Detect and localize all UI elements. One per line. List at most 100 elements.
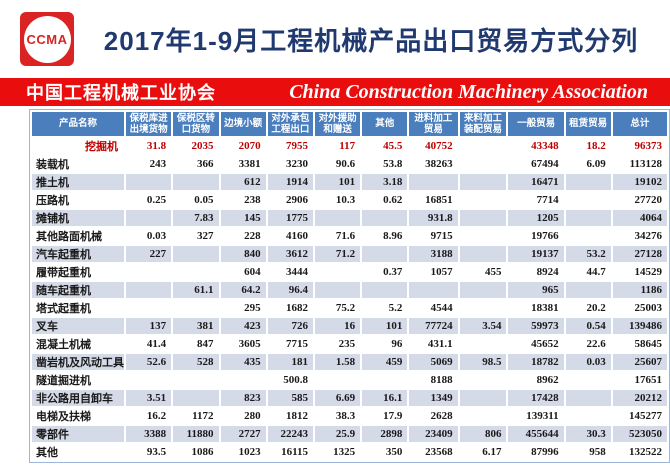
value-cell: 3230 (267, 156, 314, 172)
value-cell: 2906 (267, 192, 314, 208)
value-cell: 726 (267, 318, 314, 334)
value-cell: 40752 (409, 138, 458, 154)
value-cell: 0.62 (362, 192, 408, 208)
product-name-cell: 其他 (32, 444, 124, 460)
value-cell (459, 372, 507, 388)
value-cell: 8962 (508, 372, 564, 388)
value-cell (459, 228, 507, 244)
value-cell: 64.2 (220, 282, 266, 298)
value-cell: 16851 (409, 192, 458, 208)
value-cell: 0.05 (173, 192, 219, 208)
value-cell (362, 372, 408, 388)
value-cell: 0.03 (565, 354, 611, 370)
value-cell: 5.2 (362, 300, 408, 316)
product-name-cell: 叉车 (32, 318, 124, 334)
value-cell (565, 282, 611, 298)
value-cell: 228 (220, 228, 266, 244)
value-cell (315, 210, 361, 226)
value-cell (565, 372, 611, 388)
value-cell: 1325 (315, 444, 361, 460)
table-row: 电梯及扶梯 16.2 1172 280 1812 38.3 17.9 2628 139311 14… (32, 408, 667, 424)
value-cell: 34276 (612, 228, 667, 244)
value-cell (126, 300, 172, 316)
value-cell: 958 (565, 444, 611, 460)
value-cell: 31.8 (126, 138, 172, 154)
ccma-logo-text: CCMA (26, 31, 68, 47)
product-name-cell: 凿岩机及风动工具 (32, 354, 124, 370)
value-cell: 823 (220, 390, 266, 406)
value-cell (173, 264, 219, 280)
value-cell: 235 (315, 336, 361, 352)
value-cell: 22243 (267, 426, 314, 442)
value-cell: 0.54 (565, 318, 611, 334)
value-cell: 455644 (508, 426, 564, 442)
value-cell: 3605 (220, 336, 266, 352)
value-cell: 20.2 (565, 300, 611, 316)
value-cell: 4160 (267, 228, 314, 244)
value-cell: 23568 (409, 444, 458, 460)
value-cell: 3612 (267, 246, 314, 262)
value-cell: 71.6 (315, 228, 361, 244)
value-cell (459, 246, 507, 262)
value-cell: 455 (459, 264, 507, 280)
column-header: 总计 (612, 112, 667, 136)
value-cell: 931.8 (409, 210, 458, 226)
value-cell: 7715 (267, 336, 314, 352)
table-row: 汽车起重机 227 840 3612 71.2 3188 19137 53.2 27128 (32, 246, 667, 262)
value-cell: 19137 (508, 246, 564, 262)
value-cell: 3188 (409, 246, 458, 262)
table-row: 混凝土机械 41.4 847 3605 7715 235 96 431.1 45652 22.6 5… (32, 336, 667, 352)
value-cell: 25003 (612, 300, 667, 316)
value-cell (315, 264, 361, 280)
value-cell (459, 282, 507, 298)
value-cell (565, 174, 611, 190)
value-cell (565, 408, 611, 424)
column-header: 保税区转口货物 (173, 112, 219, 136)
value-cell: 61.1 (173, 282, 219, 298)
value-cell: 8.96 (362, 228, 408, 244)
value-cell: 0.25 (126, 192, 172, 208)
table-row: 推土机 612 1914 101 3.18 16471 19102 (32, 174, 667, 190)
value-cell: 101 (362, 318, 408, 334)
value-cell: 45652 (508, 336, 564, 352)
value-cell (565, 390, 611, 406)
value-cell: 38.3 (315, 408, 361, 424)
product-name-cell: 履带起重机 (32, 264, 124, 280)
product-name-cell: 非公路用自卸车 (32, 390, 124, 406)
value-cell: 612 (220, 174, 266, 190)
value-cell: 6.69 (315, 390, 361, 406)
value-cell: 8924 (508, 264, 564, 280)
value-cell: 117 (315, 138, 361, 154)
value-cell (459, 174, 507, 190)
value-cell (409, 282, 458, 298)
value-cell: 14529 (612, 264, 667, 280)
value-cell: 243 (126, 156, 172, 172)
value-cell: 0.37 (362, 264, 408, 280)
value-cell: 96373 (612, 138, 667, 154)
value-cell: 53.2 (565, 246, 611, 262)
value-cell: 18.2 (565, 138, 611, 154)
value-cell: 98.5 (459, 354, 507, 370)
table-row: 隧道掘进机 500.8 8188 8962 17651 (32, 372, 667, 388)
value-cell: 25.9 (315, 426, 361, 442)
value-cell: 19102 (612, 174, 667, 190)
column-header: 进料加工贸易 (409, 112, 458, 136)
value-cell: 585 (267, 390, 314, 406)
value-cell: 7714 (508, 192, 564, 208)
value-cell: 93.5 (126, 444, 172, 460)
value-cell: 0.03 (126, 228, 172, 244)
value-cell (459, 390, 507, 406)
product-name-cell: 隧道掘进机 (32, 372, 124, 388)
value-cell: 435 (220, 354, 266, 370)
value-cell: 423 (220, 318, 266, 334)
table-row: 叉车 137 381 423 726 16 101 77724 3.54 59973 0.54 139… (32, 318, 667, 334)
column-header: 保税库进出境货物 (126, 112, 172, 136)
value-cell: 96.4 (267, 282, 314, 298)
value-cell: 280 (220, 408, 266, 424)
value-cell (173, 174, 219, 190)
value-cell: 17651 (612, 372, 667, 388)
value-cell (220, 372, 266, 388)
product-name-cell: 混凝土机械 (32, 336, 124, 352)
value-cell: 1.58 (315, 354, 361, 370)
